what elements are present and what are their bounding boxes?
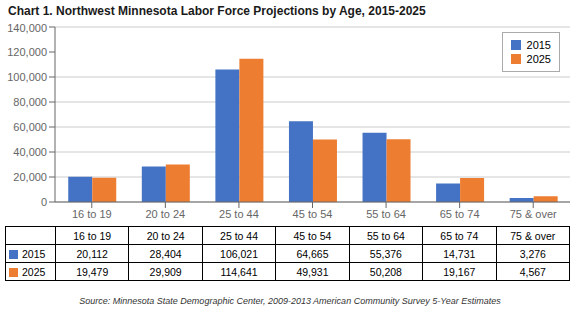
html-text:29,909: 29,909 — [149, 265, 182, 278]
html-text:114,641: 114,641 — [220, 265, 258, 278]
html-text:55,376: 55,376 — [369, 247, 402, 260]
html-text:25 to 44: 25 to 44 — [220, 229, 258, 242]
html-text:4,567: 4,567 — [519, 265, 546, 278]
html-text:Chart 1. Northwest Minnesota L: Chart 1. Northwest Minnesota Labor Force… — [8, 4, 426, 18]
svg-text:140,000: 140,000 — [8, 22, 47, 34]
html-text:50,208: 50,208 — [369, 265, 402, 278]
html-text:Source: Minnesota State Demogr: Source: Minnesota State Demographic Cent… — [79, 296, 501, 306]
html-text:55 to 64: 55 to 64 — [366, 229, 405, 242]
html-text:75 & over: 75 & over — [510, 229, 556, 242]
html-text:19,167: 19,167 — [443, 265, 476, 278]
svg-text:45 to 54: 45 to 54 — [293, 208, 333, 220]
svg-text:16 to 19: 16 to 19 — [72, 208, 112, 220]
svg-text:20,000: 20,000 — [13, 171, 47, 183]
html-text:16 to 19: 16 to 19 — [73, 229, 112, 242]
html-text:19,479: 19,479 — [76, 265, 109, 278]
svg-text:55 to 64: 55 to 64 — [366, 208, 406, 220]
html-text:2015: 2015 — [22, 248, 46, 261]
html-text:2025: 2025 — [526, 53, 551, 65]
svg-text:40,000: 40,000 — [13, 146, 47, 158]
svg-text:25 to 44: 25 to 44 — [219, 208, 259, 220]
html-text:64,665: 64,665 — [296, 247, 329, 260]
html-text:45 to 54: 45 to 54 — [293, 229, 332, 242]
html-text:20,112: 20,112 — [76, 247, 108, 260]
html-text:2025: 2025 — [22, 266, 46, 279]
svg-text:65 to 74: 65 to 74 — [440, 208, 480, 220]
html-text:65 to 74: 65 to 74 — [440, 229, 479, 242]
svg-text:80,000: 80,000 — [13, 96, 47, 108]
html-text:49,931: 49,931 — [296, 265, 329, 278]
html-text:14,731: 14,731 — [443, 247, 476, 260]
html-text:3,276: 3,276 — [519, 247, 546, 260]
html-text:106,021: 106,021 — [220, 247, 258, 260]
svg-text:60,000: 60,000 — [13, 121, 47, 133]
svg-text:20 to 24: 20 to 24 — [145, 208, 185, 220]
svg-text:75 & over: 75 & over — [510, 208, 557, 220]
svg-text:100,000: 100,000 — [8, 71, 47, 83]
html-text:20 to 24: 20 to 24 — [146, 229, 185, 242]
html-text:28,404: 28,404 — [149, 247, 182, 260]
svg-text:120,000: 120,000 — [8, 46, 47, 58]
html-text:2015: 2015 — [526, 39, 551, 51]
svg-text:0: 0 — [41, 196, 47, 208]
